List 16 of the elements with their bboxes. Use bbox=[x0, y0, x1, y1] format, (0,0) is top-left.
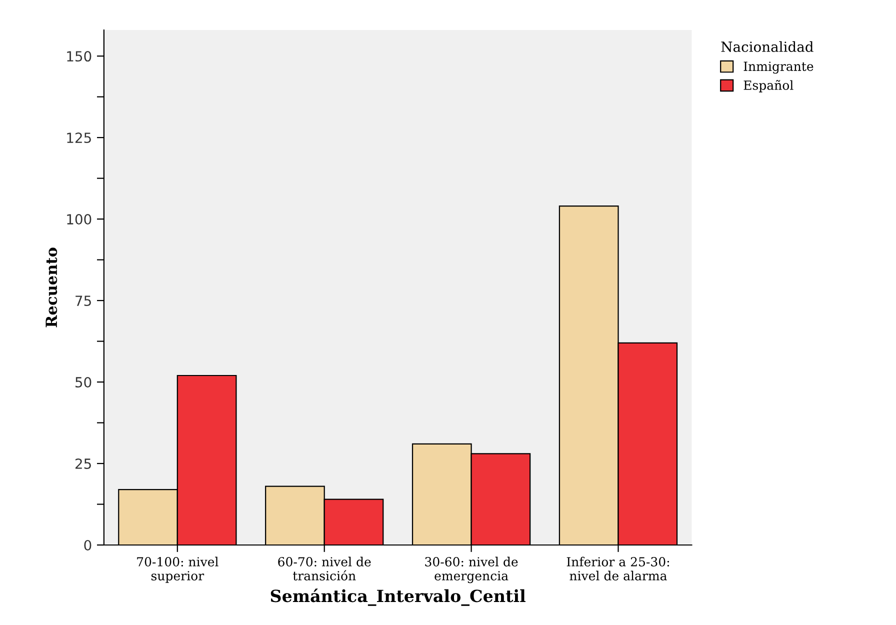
y-tick-label: 25 bbox=[75, 458, 91, 469]
x-tick-label: 70-100: nivel superior bbox=[137, 556, 218, 583]
x-tick-label: Inferior a 25-30: nivel de alarma bbox=[566, 556, 670, 580]
legend-title: Nacionalidad bbox=[721, 41, 814, 52]
y-tick-label: 75 bbox=[76, 296, 91, 306]
y-tick-label: 0 bbox=[84, 540, 92, 550]
x-tick-label: 60-70: nivel de transición bbox=[278, 556, 371, 580]
y-tick-label: 50 bbox=[76, 376, 92, 388]
y-tick-label: 125 bbox=[67, 132, 91, 144]
x-tick-label: 30-60: nivel de emergencia bbox=[425, 556, 518, 584]
y-tick-label: 100 bbox=[67, 214, 92, 225]
x-axis-title: Semántica_Intervalo_Centil bbox=[270, 588, 526, 606]
y-tick-label: 150 bbox=[67, 51, 92, 62]
legend-label: Inmigrante bbox=[744, 62, 814, 74]
y-axis-title: Recuento bbox=[46, 248, 58, 328]
legend-label: Español bbox=[744, 80, 794, 92]
